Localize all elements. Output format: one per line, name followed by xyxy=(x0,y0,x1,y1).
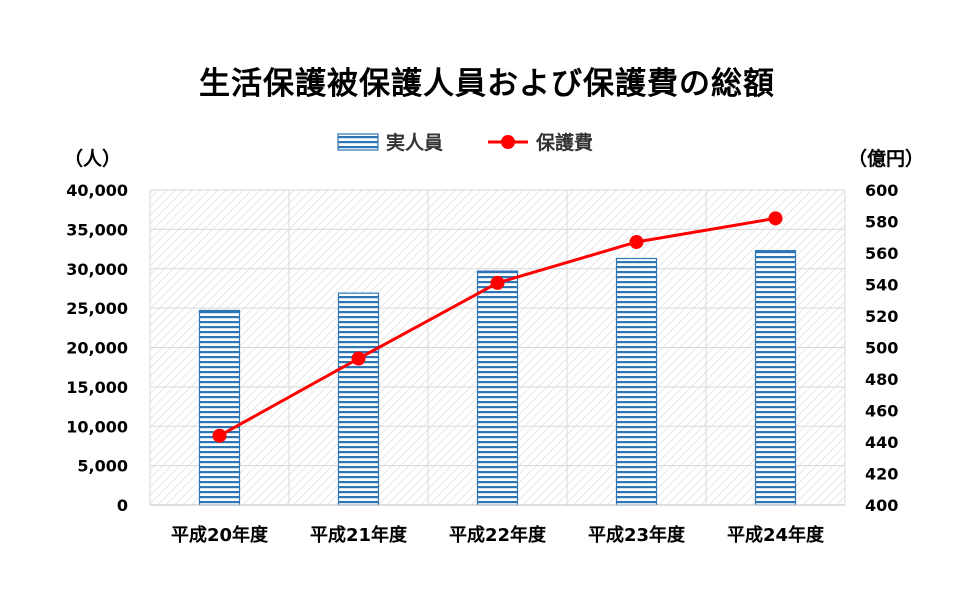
x-axis-tick-label: 平成23年度 xyxy=(588,524,686,546)
legend-label-jitsujinin: 実人員 xyxy=(386,131,443,154)
left-axis-tick-label: 30,000 xyxy=(66,260,128,279)
point-hogohi xyxy=(490,275,505,290)
chart-title: 生活保護被保護人員および保護費の総額 xyxy=(199,66,775,102)
bar-jitsujinin xyxy=(615,257,658,506)
right-axis-tick-label: 400 xyxy=(865,496,898,515)
right-axis-tick-label: 420 xyxy=(865,465,898,484)
right-axis-tick-label: 600 xyxy=(865,181,898,200)
point-hogohi xyxy=(768,211,783,226)
left-axis-tick-label: 25,000 xyxy=(66,299,128,318)
x-axis-tick-label: 平成20年度 xyxy=(171,524,269,546)
right-axis-tick-label: 560 xyxy=(865,244,898,263)
right-axis-tick-label: 440 xyxy=(865,433,898,452)
left-axis-unit: （人） xyxy=(64,148,122,170)
left-axis-tick-label: 0 xyxy=(117,496,128,515)
left-axis-tick-label: 15,000 xyxy=(66,378,128,397)
left-axis-tick-label: 20,000 xyxy=(66,339,128,358)
bar-jitsujinin xyxy=(198,309,241,506)
bar-jitsujinin xyxy=(337,292,380,506)
x-axis-tick-label: 平成24年度 xyxy=(727,524,825,546)
point-hogohi xyxy=(212,428,227,443)
right-axis-tick-label: 500 xyxy=(865,339,898,358)
right-axis-tick-label: 520 xyxy=(865,307,898,326)
point-hogohi xyxy=(351,351,366,366)
left-axis-tick-label: 5,000 xyxy=(77,457,128,476)
left-axis-tick-label: 40,000 xyxy=(66,181,128,200)
legend-label-hogohi: 保護費 xyxy=(535,131,593,154)
right-axis-tick-label: 580 xyxy=(865,213,898,232)
left-axis-tick-label: 35,000 xyxy=(66,220,128,239)
legend-swatch-jitsujinin xyxy=(337,133,379,151)
x-axis-tick-label: 平成21年度 xyxy=(310,524,408,546)
point-hogohi xyxy=(629,234,644,249)
x-axis-tick-label: 平成22年度 xyxy=(449,524,547,546)
bar-jitsujinin xyxy=(476,270,519,506)
right-axis-tick-label: 540 xyxy=(865,276,898,295)
legend-swatch-marker-hogohi xyxy=(501,135,515,149)
right-axis-unit: （億円） xyxy=(848,148,925,170)
right-axis-tick-label: 460 xyxy=(865,402,898,421)
left-axis-tick-label: 10,000 xyxy=(66,417,128,436)
right-axis-tick-label: 480 xyxy=(865,370,898,389)
bar-jitsujinin xyxy=(754,250,797,506)
